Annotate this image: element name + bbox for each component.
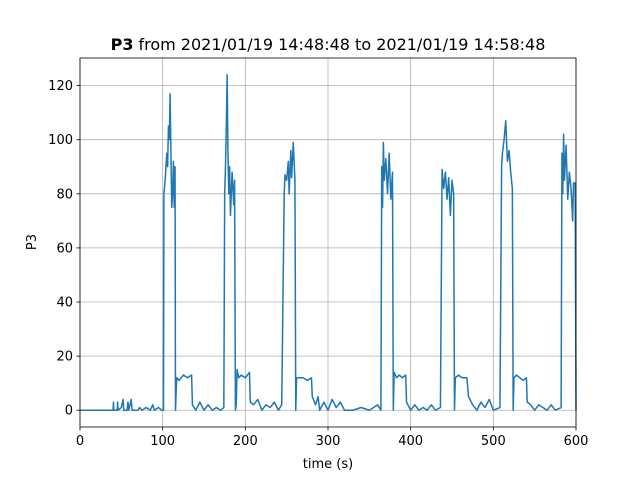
y-tick-label: 20 (56, 350, 73, 365)
chart-title: P3 from 2021/01/19 14:48:48 to 2021/01/19… (111, 35, 546, 54)
y-tick-label: 100 (48, 133, 73, 148)
y-axis-label: P3 (25, 234, 40, 250)
x-axis-label: time (s) (303, 457, 353, 472)
y-tick-label: 0 (65, 404, 73, 419)
title-bold: P3 (111, 35, 134, 54)
plot-frame (79, 57, 577, 428)
x-tick-label: 400 (398, 434, 423, 449)
x-tick-label: 100 (150, 434, 175, 449)
x-tick-label: 200 (233, 434, 258, 449)
y-tick-label: 120 (48, 79, 73, 94)
y-tick-label: 40 (56, 296, 73, 311)
title-rest: from 2021/01/19 14:48:48 to 2021/01/19 1… (138, 35, 545, 54)
x-tick-label: 0 (76, 434, 84, 449)
y-tick-label: 80 (56, 187, 73, 202)
y-tick-label: 60 (56, 241, 73, 256)
x-tick-label: 500 (481, 434, 506, 449)
x-tick-label: 600 (564, 434, 589, 449)
x-tick-label: 300 (316, 434, 341, 449)
data-line (80, 74, 577, 411)
